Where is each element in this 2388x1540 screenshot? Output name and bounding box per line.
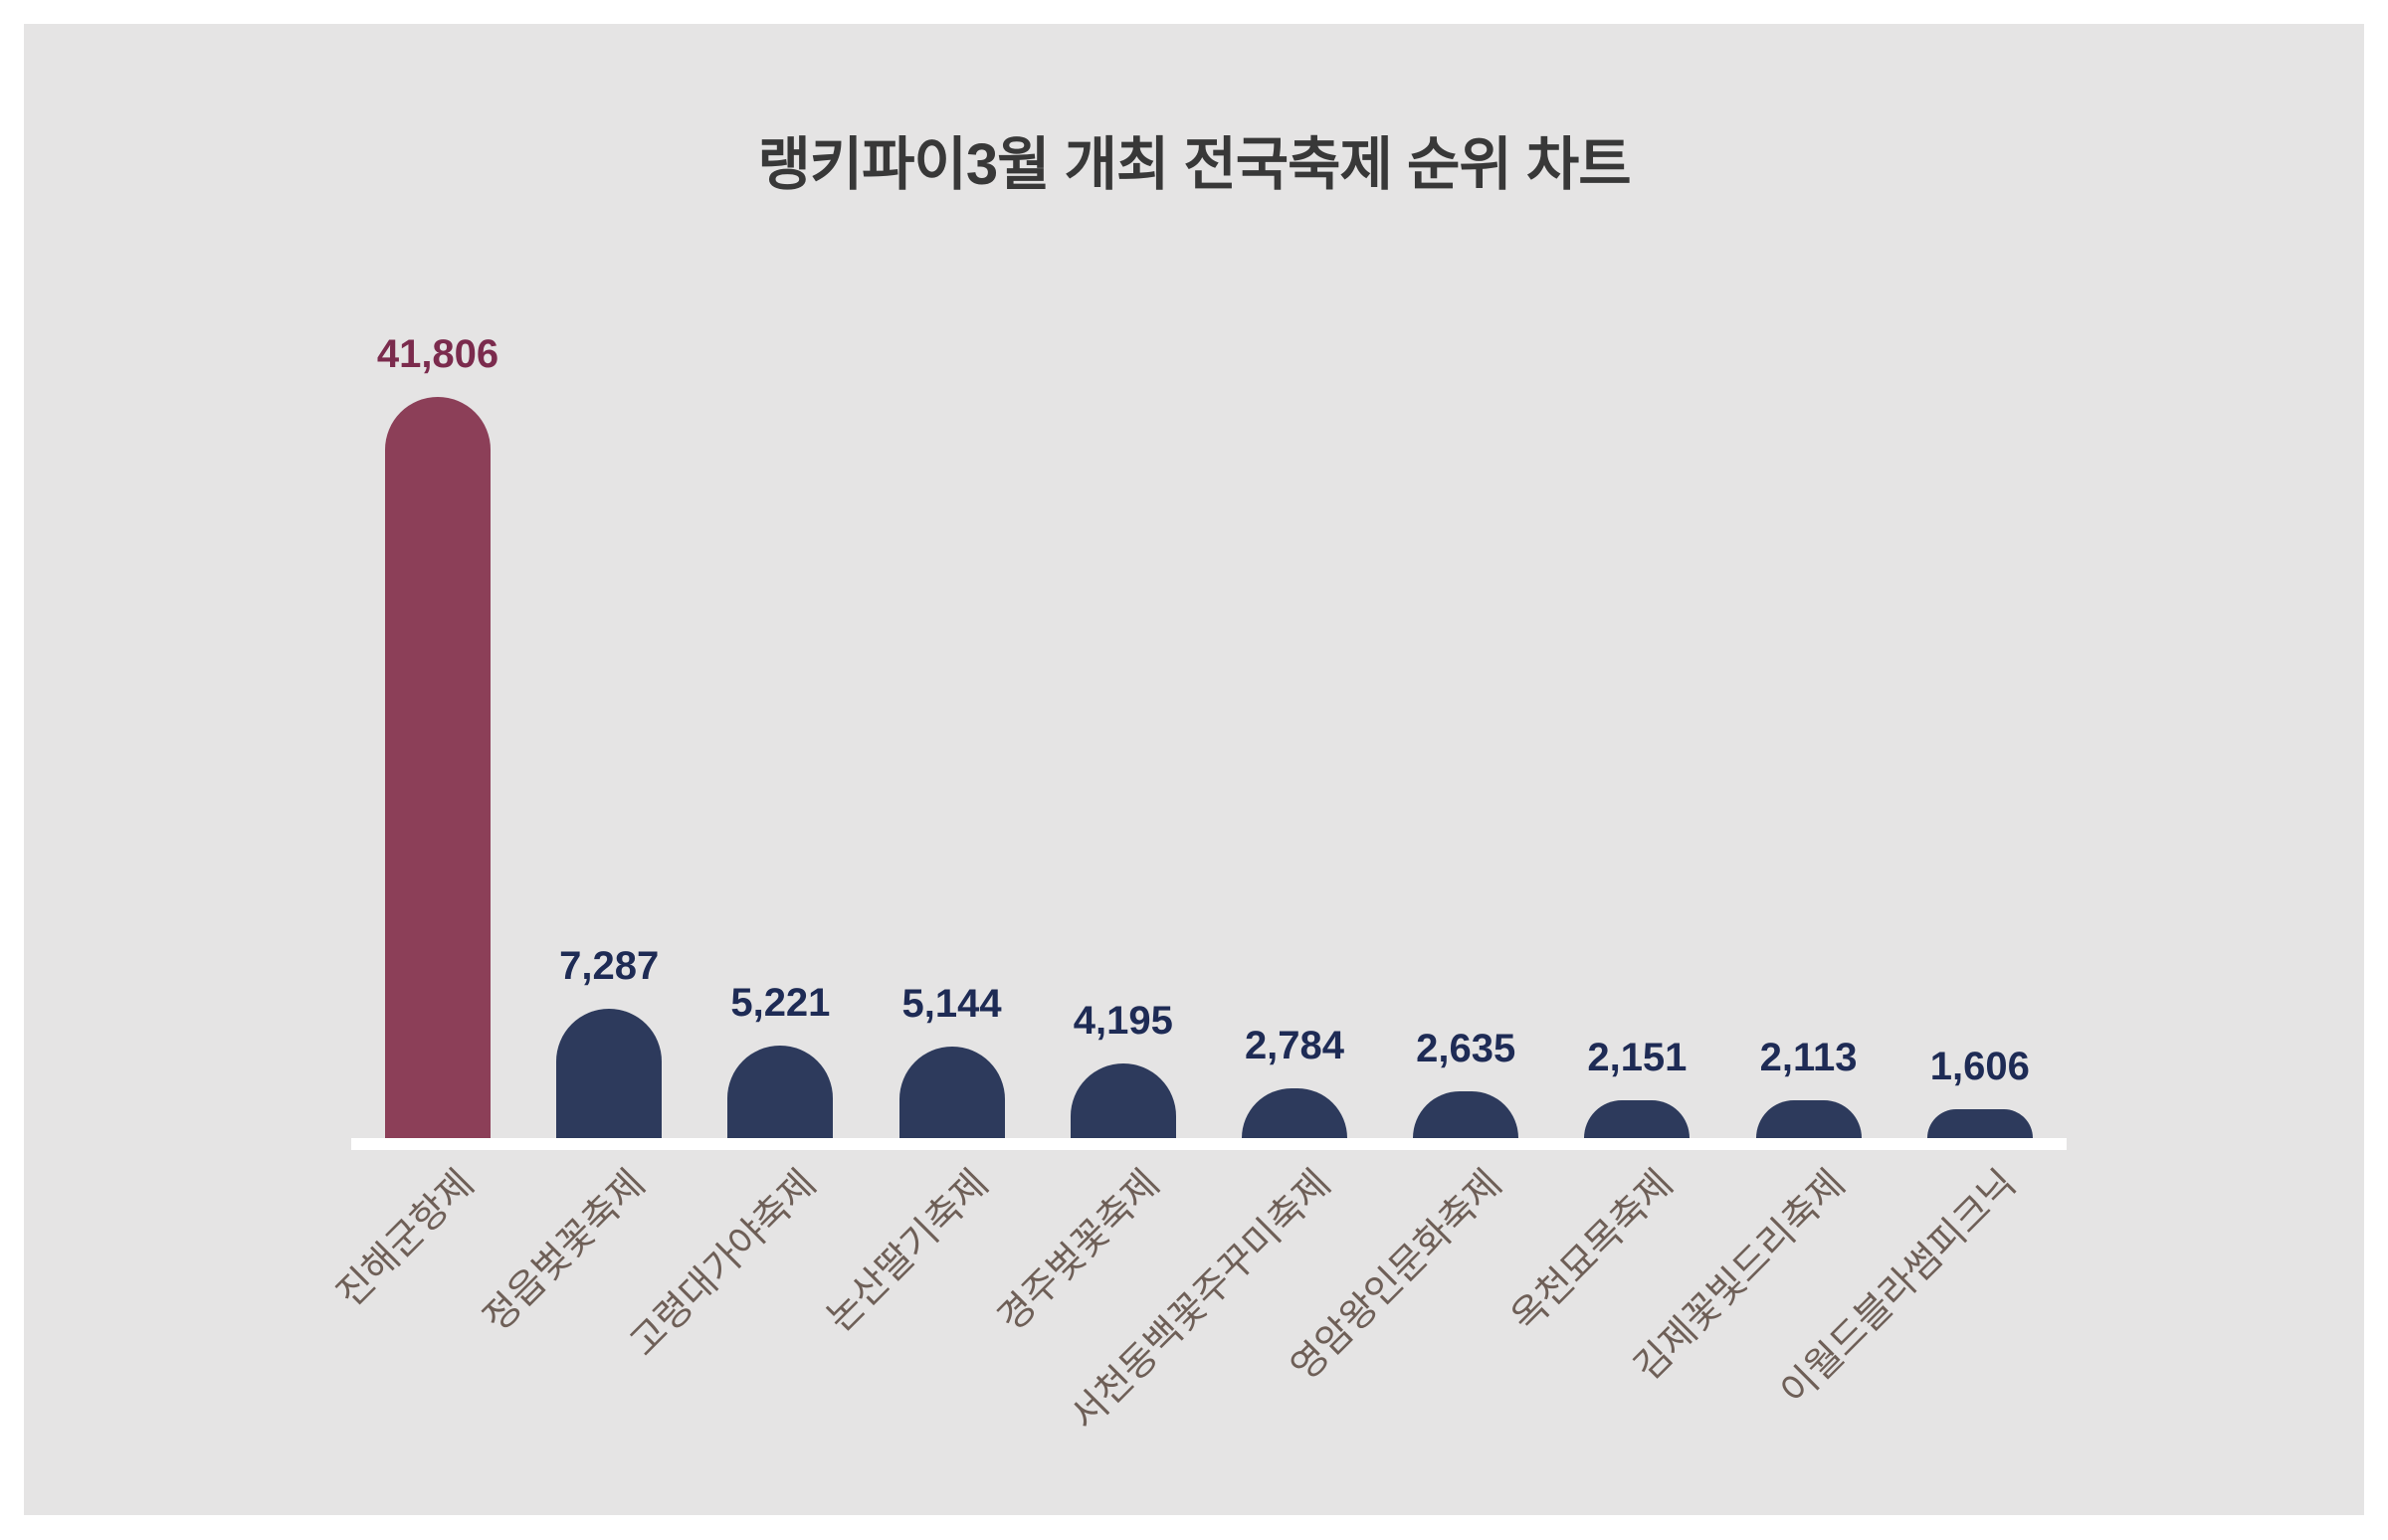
bar-value-label: 2,635: [1416, 1027, 1516, 1070]
bar-value-label: 5,221: [730, 981, 831, 1025]
bar-value-label: 7,287: [559, 944, 660, 988]
bar: [1070, 1063, 1176, 1138]
x-axis-baseline: [351, 1138, 2067, 1150]
bar-value-label: 5,144: [901, 982, 1002, 1026]
bar-value-label: 2,784: [1244, 1024, 1345, 1067]
bar: [1926, 1109, 2033, 1138]
bar: [556, 1009, 663, 1138]
category-label: 진해군항제: [329, 1162, 483, 1316]
bar: [898, 1047, 1005, 1138]
bar: [1755, 1100, 1862, 1138]
bar-value-label: 2,113: [1759, 1036, 1858, 1079]
bar: [727, 1046, 834, 1138]
bar-value-label: 4,195: [1073, 999, 1173, 1043]
bar-value-label: 41,806: [376, 332, 499, 376]
bar-value-label: 2,151: [1587, 1036, 1688, 1079]
chart-title: 랭키파이3월 개최 전국축제 순위 차트: [757, 132, 1631, 197]
bar: [1413, 1091, 1519, 1138]
bar: [1584, 1100, 1691, 1138]
bar-value-label: 1,606: [1929, 1045, 2030, 1088]
bar: [1242, 1088, 1347, 1138]
bar: [385, 397, 491, 1138]
